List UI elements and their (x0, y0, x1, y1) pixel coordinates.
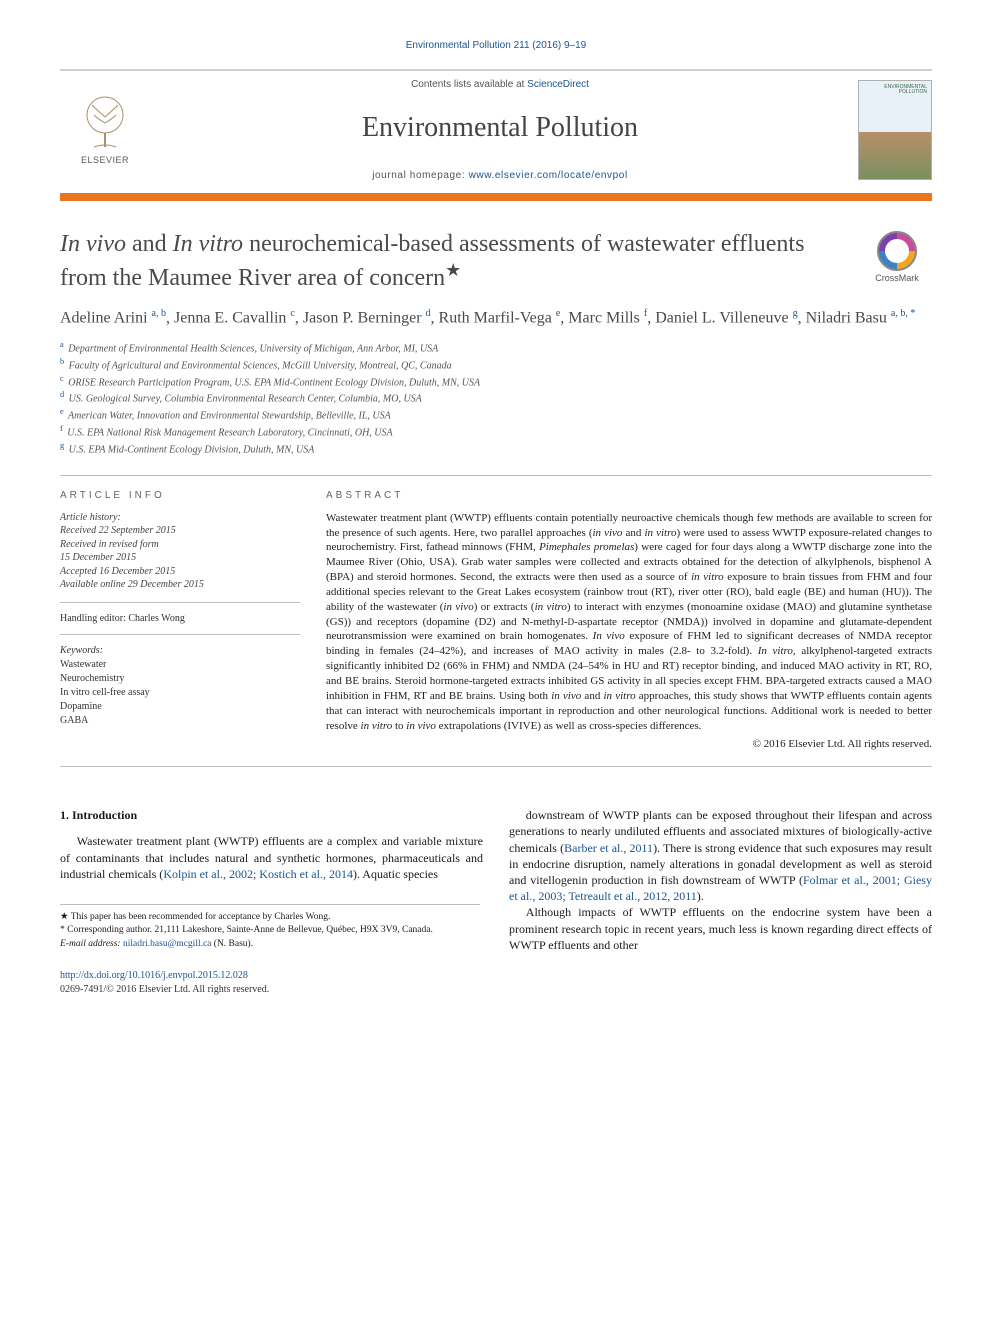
keyword-item: Wastewater (60, 658, 300, 672)
journal-cover-thumb: ENVIRONMENTAL POLLUTION (850, 71, 932, 189)
doi-link[interactable]: http://dx.doi.org/10.1016/j.envpol.2015.… (60, 969, 932, 983)
article-history: Article history: Received 22 September 2… (60, 511, 300, 603)
crossmark-label: CrossMark (875, 273, 919, 283)
article-info-heading: ARTICLE INFO (60, 490, 300, 501)
keywords-list: WastewaterNeurochemistryIn vitro cell-fr… (60, 658, 300, 728)
author-list: Adeline Arini a, b, Jenna E. Cavallin c,… (60, 307, 932, 329)
homepage-prefix: journal homepage: (372, 170, 468, 181)
contents-prefix: Contents lists available at (411, 79, 527, 90)
keyword-item: Neurochemistry (60, 672, 300, 686)
affiliation-item: a Department of Environmental Health Sci… (60, 339, 932, 356)
keywords-label: Keywords: (60, 645, 300, 656)
affiliation-item: g U.S. EPA Mid-Continent Ecology Divisio… (60, 440, 932, 457)
email-suffix: (N. Basu). (211, 939, 253, 949)
section-rule (60, 475, 932, 476)
issn-copyright: 0269-7491/© 2016 Elsevier Ltd. All right… (60, 983, 932, 997)
crossmark-badge[interactable]: CrossMark (862, 231, 932, 283)
abstract-copyright: © 2016 Elsevier Ltd. All rights reserved… (326, 737, 932, 752)
article-title-text: In vivo and In vitro neurochemical-based… (60, 231, 804, 291)
history-line: 15 December 2015 (60, 551, 300, 565)
history-line: Received in revised form (60, 538, 300, 552)
crossmark-icon (877, 231, 917, 271)
section-rule (60, 766, 932, 767)
body-paragraph: Wastewater treatment plant (WWTP) efflue… (60, 833, 483, 882)
affiliation-item: f U.S. EPA National Risk Management Rese… (60, 423, 932, 440)
affiliation-item: d US. Geological Survey, Columbia Enviro… (60, 389, 932, 406)
history-line: Accepted 16 December 2015 (60, 565, 300, 579)
history-line: Available online 29 December 2015 (60, 578, 300, 592)
cover-title: ENVIRONMENTAL POLLUTION (859, 85, 927, 95)
journal-name: Environmental Pollution (160, 112, 840, 144)
title-footnote-star: ★ (445, 260, 461, 280)
keyword-item: GABA (60, 714, 300, 728)
abstract-body: Wastewater treatment plant (WWTP) efflue… (326, 512, 932, 732)
journal-homepage-line: journal homepage: www.elsevier.com/locat… (160, 170, 840, 181)
running-head: Environmental Pollution 211 (2016) 9–19 (60, 40, 932, 51)
publisher-name: ELSEVIER (81, 155, 129, 165)
body-paragraph: downstream of WWTP plants can be exposed… (509, 807, 932, 904)
affiliation-item: c ORISE Research Participation Program, … (60, 373, 932, 390)
accent-bar (60, 193, 932, 201)
handling-editor: Handling editor: Charles Wong (60, 613, 300, 635)
affiliation-list: a Department of Environmental Health Sci… (60, 339, 932, 457)
keyword-item: In vitro cell-free assay (60, 686, 300, 700)
publisher-logo-block: ELSEVIER (60, 71, 150, 189)
elsevier-tree-icon (80, 95, 130, 153)
abstract-text: Wastewater treatment plant (WWTP) efflue… (326, 511, 932, 753)
history-line: Received 22 September 2015 (60, 524, 300, 538)
article-title: In vivo and In vitro neurochemical-based… (60, 229, 932, 293)
keyword-item: Dopamine (60, 700, 300, 714)
history-label: Article history: (60, 511, 300, 525)
section-heading-introduction: 1. Introduction (60, 807, 483, 823)
abstract-heading: ABSTRACT (326, 490, 932, 501)
contents-available-text: Contents lists available at ScienceDirec… (160, 79, 840, 90)
journal-homepage-link[interactable]: www.elsevier.com/locate/envpol (469, 170, 628, 181)
affiliation-item: b Faculty of Agricultural and Environmen… (60, 356, 932, 373)
page-footer: http://dx.doi.org/10.1016/j.envpol.2015.… (60, 969, 932, 997)
footnote-email: E-mail address: niladri.basu@mcgill.ca (… (60, 938, 480, 951)
footnotes-block: ★ This paper has been recommended for ac… (60, 904, 480, 951)
email-label: E-mail address: (60, 939, 123, 949)
body-paragraph: Although impacts of WWTP effluents on th… (509, 904, 932, 953)
corresponding-email-link[interactable]: niladri.basu@mcgill.ca (123, 939, 211, 949)
journal-masthead: ELSEVIER Contents lists available at Sci… (60, 69, 932, 189)
footnote-corresponding: * Corresponding author. 21,111 Lakeshore… (60, 924, 480, 937)
sciencedirect-link[interactable]: ScienceDirect (527, 79, 589, 90)
footnote-star: ★ This paper has been recommended for ac… (60, 911, 480, 924)
affiliation-item: e American Water, Innovation and Environ… (60, 406, 932, 423)
